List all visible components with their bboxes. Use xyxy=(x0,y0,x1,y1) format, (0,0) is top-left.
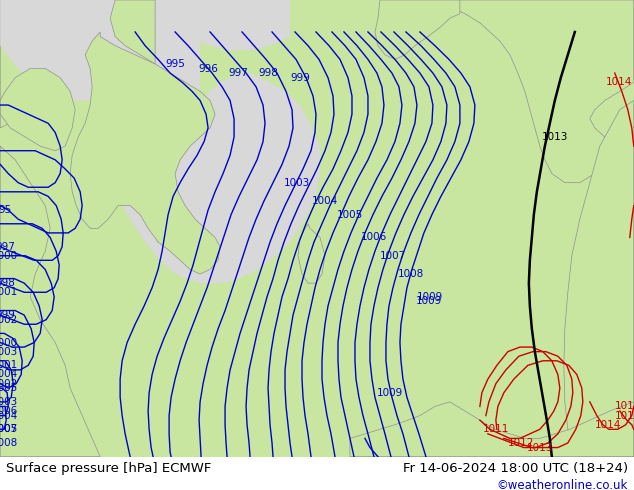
Text: 1001: 1001 xyxy=(0,360,18,370)
Text: 1009: 1009 xyxy=(416,296,442,306)
Text: 999: 999 xyxy=(0,310,15,320)
Text: 1015: 1015 xyxy=(614,411,634,420)
Text: 95: 95 xyxy=(0,205,12,215)
Text: 1003: 1003 xyxy=(0,397,18,407)
Text: 1007: 1007 xyxy=(0,424,18,434)
Text: 996: 996 xyxy=(198,64,218,74)
Text: Fr 14-06-2024 18:00 UTC (18+24): Fr 14-06-2024 18:00 UTC (18+24) xyxy=(403,462,628,475)
Text: 1000: 1000 xyxy=(0,251,18,261)
Text: 1013: 1013 xyxy=(541,132,568,142)
Text: 1005: 1005 xyxy=(337,210,363,220)
Text: 1006: 1006 xyxy=(361,232,387,243)
Text: 998: 998 xyxy=(0,278,15,288)
Polygon shape xyxy=(455,0,634,183)
Polygon shape xyxy=(100,0,320,283)
Polygon shape xyxy=(70,32,220,274)
Text: 1012: 1012 xyxy=(508,438,534,448)
Text: 1009: 1009 xyxy=(377,388,403,398)
Text: 1013: 1013 xyxy=(527,442,553,453)
Polygon shape xyxy=(298,224,325,283)
Polygon shape xyxy=(110,0,155,64)
Polygon shape xyxy=(155,0,290,50)
Text: 1001: 1001 xyxy=(0,287,18,297)
Polygon shape xyxy=(564,100,634,457)
Polygon shape xyxy=(375,0,460,59)
Text: 1003: 1003 xyxy=(284,178,310,188)
Text: 1007: 1007 xyxy=(380,251,406,261)
Text: 995: 995 xyxy=(165,59,185,69)
Text: 1003: 1003 xyxy=(0,346,18,357)
Text: ©weatheronline.co.uk: ©weatheronline.co.uk xyxy=(496,479,628,490)
Text: 1004: 1004 xyxy=(312,196,338,206)
Text: 1004: 1004 xyxy=(0,369,18,379)
Polygon shape xyxy=(0,146,100,457)
Text: 1014: 1014 xyxy=(595,420,621,430)
Text: 1002: 1002 xyxy=(0,379,18,389)
Text: 1005: 1005 xyxy=(0,424,18,434)
Text: 1004: 1004 xyxy=(0,411,18,420)
Polygon shape xyxy=(350,402,634,457)
Text: 998: 998 xyxy=(258,68,278,78)
Polygon shape xyxy=(0,69,75,151)
Polygon shape xyxy=(0,0,70,128)
Text: 1000: 1000 xyxy=(0,338,18,347)
Text: 997: 997 xyxy=(228,68,248,78)
Text: 1002: 1002 xyxy=(0,315,18,325)
Text: 1014: 1014 xyxy=(605,77,632,87)
Text: 1009: 1009 xyxy=(417,292,443,302)
Text: Surface pressure [hPa] ECMWF: Surface pressure [hPa] ECMWF xyxy=(6,462,212,475)
Polygon shape xyxy=(0,0,155,100)
Text: 1005: 1005 xyxy=(0,383,18,393)
Text: 1008: 1008 xyxy=(0,438,18,448)
Text: 1015: 1015 xyxy=(614,401,634,412)
Text: 1011: 1011 xyxy=(482,424,509,434)
Text: 1006: 1006 xyxy=(0,406,18,416)
Text: 999: 999 xyxy=(290,73,310,83)
Text: 997: 997 xyxy=(0,242,15,251)
Text: 1008: 1008 xyxy=(398,269,424,279)
